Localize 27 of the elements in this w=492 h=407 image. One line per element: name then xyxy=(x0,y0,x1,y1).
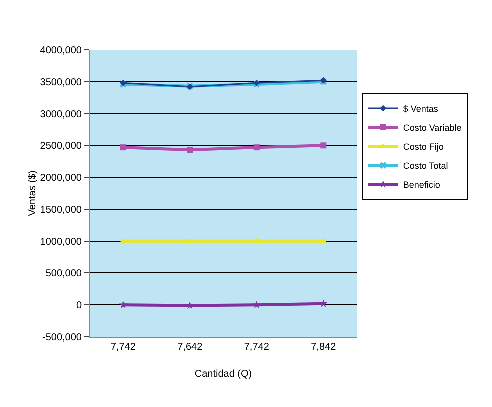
legend-label: Costo Variable xyxy=(403,123,462,134)
point xyxy=(120,144,126,151)
point xyxy=(252,300,261,309)
y-tick-label: 2500,000 xyxy=(40,141,82,152)
legend-label: Beneficio xyxy=(403,180,440,190)
x-tick-label: 7,742 xyxy=(244,342,270,353)
y-tick-label: 4000,000 xyxy=(40,46,82,56)
point xyxy=(320,142,327,149)
y-tick-label: 1500,000 xyxy=(40,204,82,216)
y-tick-label: -500,000 xyxy=(42,332,82,344)
y-tick-label: 2000,000 xyxy=(40,173,82,184)
y-tick-label: 3000,000 xyxy=(40,109,82,120)
legend-label: Costo Fijo xyxy=(403,142,444,152)
x-axis-title: Cantidad (Q) xyxy=(194,369,252,380)
point xyxy=(254,144,260,151)
legend-label: Costo Total xyxy=(403,161,448,172)
y-axis-title: Ventas ($) xyxy=(27,170,38,216)
point xyxy=(187,147,194,154)
legend-label: $ Ventas xyxy=(403,104,439,114)
y-tick-label: 500,000 xyxy=(46,268,82,280)
x-tick-label: 7,842 xyxy=(311,342,337,353)
x-tick-label: 7,642 xyxy=(178,342,204,353)
y-tick-label: 0 xyxy=(76,300,82,312)
y-tick-label: 3500,000 xyxy=(40,77,82,88)
y-tick-label: 1000,000 xyxy=(40,236,82,248)
point xyxy=(119,300,128,309)
x-tick-label: 7,742 xyxy=(110,342,136,353)
